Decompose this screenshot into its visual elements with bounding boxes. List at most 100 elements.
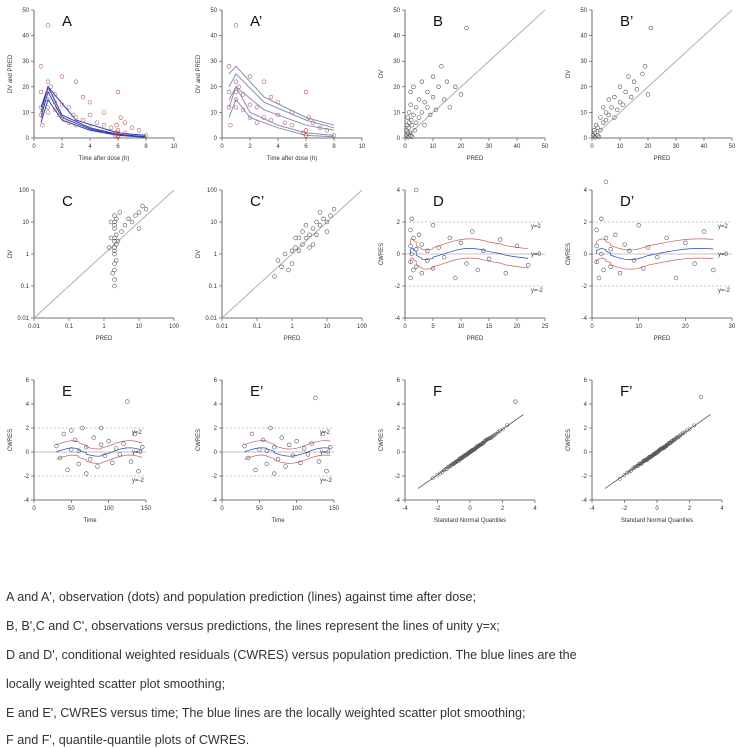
smooth-line-lower: [410, 257, 529, 270]
data-point: [411, 267, 416, 273]
x-tick-label: -4: [589, 506, 595, 512]
data-point: [645, 245, 651, 250]
data-point: [599, 216, 604, 222]
data-point: [57, 455, 63, 461]
data-point: [409, 134, 415, 139]
data-point: [317, 125, 323, 130]
data-point: [303, 128, 309, 133]
caption-line-3: D and D', conditional weighted residuals…: [6, 648, 577, 662]
data-point: [73, 79, 79, 84]
caption-line-1: A and A', observation (dots) and populat…: [6, 590, 477, 604]
panel-C2: 0.01 0.1 1 10 100 0.01 0.1 1 10 100 PRED DV C’: [196, 188, 368, 342]
data-point: [272, 445, 277, 450]
y-tick-label: 20: [393, 85, 400, 91]
data-point: [226, 64, 232, 69]
data-point: [54, 443, 59, 449]
data-point: [414, 120, 419, 125]
data-point: [233, 89, 239, 95]
y-tick-label: -4: [582, 498, 588, 504]
data-point: [110, 460, 115, 465]
data-point: [305, 452, 311, 457]
data-point: [300, 229, 305, 234]
unity-line: [591, 9, 733, 139]
data-point: [272, 274, 277, 279]
data-point: [264, 448, 269, 453]
data-point: [115, 133, 121, 138]
y-tick-label: 10: [210, 220, 217, 226]
data-point: [87, 125, 93, 130]
data-point: [411, 84, 416, 90]
x-tick-label: 10: [171, 144, 178, 150]
data-point: [414, 247, 419, 252]
x-axis-title: PRED: [654, 156, 671, 162]
unity-line: [221, 189, 363, 319]
y-tick-label: -2: [582, 284, 588, 290]
data-point: [283, 464, 288, 469]
data-point: [414, 105, 419, 110]
data-point: [112, 133, 118, 138]
x-axis-title: PRED: [654, 336, 671, 342]
data-point: [140, 203, 145, 209]
panel-label: C: [62, 193, 73, 210]
data-point: [310, 226, 316, 231]
data-point: [45, 89, 51, 95]
data-point: [321, 216, 326, 222]
data-point: [409, 251, 414, 257]
qq-point: [488, 436, 493, 440]
y-tick-label: 0: [584, 136, 588, 142]
data-point: [314, 219, 319, 225]
y-tick-label: -2: [582, 474, 588, 480]
data-point: [118, 115, 124, 120]
smooth-line-upper: [56, 440, 143, 450]
data-point: [52, 99, 58, 105]
data-point: [122, 130, 128, 136]
data-point: [112, 283, 117, 289]
x-tick-label: 6: [116, 144, 120, 150]
data-point: [608, 264, 613, 269]
panel-label: C’: [250, 193, 264, 210]
qq-outlier: [698, 394, 703, 399]
data-point: [411, 235, 416, 241]
prediction-line: [228, 65, 335, 126]
x-tick-label: 0: [590, 324, 594, 330]
data-point: [72, 437, 78, 443]
data-point: [422, 99, 427, 105]
x-tick-label: 30: [673, 144, 680, 150]
data-point: [600, 105, 606, 110]
data-point: [301, 446, 307, 451]
x-tick-label: 0.1: [253, 324, 262, 330]
data-point: [133, 213, 138, 218]
x-axis-title: PRED: [284, 336, 301, 342]
y-tick-label: 30: [393, 59, 400, 65]
qq-point: [467, 449, 472, 454]
data-point: [307, 232, 312, 238]
data-point: [112, 226, 117, 231]
data-point: [136, 210, 142, 215]
data-point: [592, 135, 597, 140]
y-tick-label: 2: [214, 426, 218, 432]
data-point: [626, 74, 631, 79]
data-point: [268, 117, 274, 123]
data-point: [436, 84, 441, 90]
x-tick-label: 40: [514, 144, 521, 150]
reference-label: y=0: [718, 252, 729, 258]
data-point: [444, 79, 450, 84]
x-axis-title: PRED: [96, 336, 113, 342]
y-tick-label: 0.1: [21, 284, 30, 290]
qq-point: [677, 434, 681, 439]
y-tick-label: 0: [397, 136, 401, 142]
reference-label: y=0: [132, 450, 143, 456]
panel-E2: 0 50 100 150 -4 -2 0 2 4 6 Time CWRES E’ y=2 y=0 y=-2: [196, 378, 340, 524]
data-point: [114, 232, 119, 238]
data-point: [115, 130, 121, 136]
data-point: [328, 445, 333, 450]
x-tick-label: 0: [220, 144, 224, 150]
data-point: [631, 258, 637, 263]
data-point: [419, 79, 424, 84]
data-point: [634, 87, 639, 92]
x-tick-label: 2: [501, 506, 505, 512]
panel-F: -4 -2 0 2 4 -4 -2 0 2 4 6 Standard Normal Quantiles…: [379, 378, 537, 524]
caption-line-5: E and E', CWRES versus time; The blue li…: [6, 706, 526, 720]
y-tick-label: 4: [584, 402, 588, 408]
x-tick-label: 0: [403, 324, 407, 330]
